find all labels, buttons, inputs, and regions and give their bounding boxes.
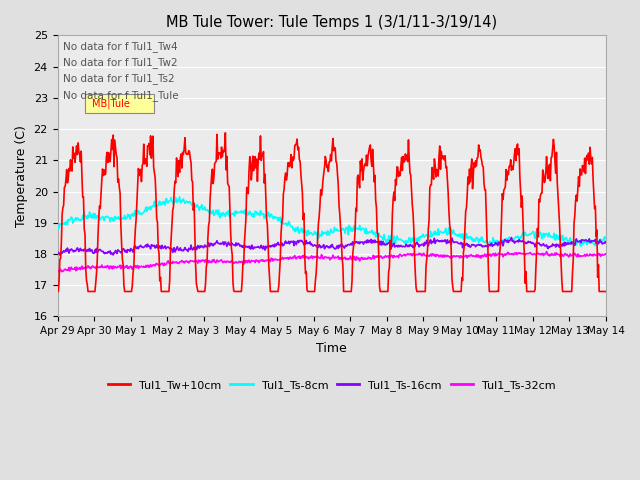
- Text: No data for f Tul1_Tw2: No data for f Tul1_Tw2: [63, 57, 178, 68]
- Text: No data for f Tul1_Tule: No data for f Tul1_Tule: [63, 90, 179, 101]
- FancyBboxPatch shape: [85, 94, 154, 113]
- Title: MB Tule Tower: Tule Temps 1 (3/1/11-3/19/14): MB Tule Tower: Tule Temps 1 (3/1/11-3/19…: [166, 15, 497, 30]
- Text: No data for f Tul1_Ts2: No data for f Tul1_Ts2: [63, 73, 175, 84]
- Text: No data for f Tul1_Tw4: No data for f Tul1_Tw4: [63, 41, 178, 52]
- Legend: Tul1_Tw+10cm, Tul1_Ts-8cm, Tul1_Ts-16cm, Tul1_Ts-32cm: Tul1_Tw+10cm, Tul1_Ts-8cm, Tul1_Ts-16cm,…: [104, 375, 560, 395]
- Y-axis label: Temperature (C): Temperature (C): [15, 125, 28, 227]
- Text: MB|Tule: MB|Tule: [92, 98, 129, 108]
- X-axis label: Time: Time: [316, 342, 347, 355]
